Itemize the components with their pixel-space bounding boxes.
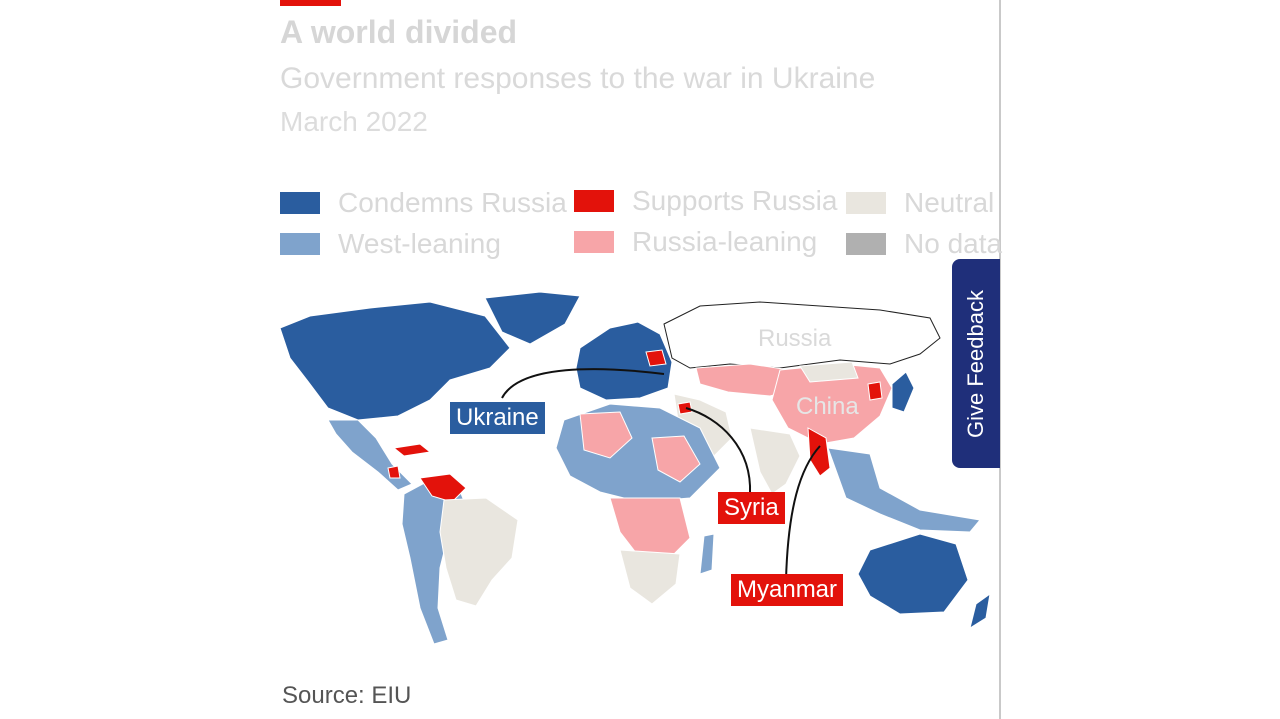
legend-swatch	[574, 190, 614, 212]
china-label: China	[796, 393, 859, 420]
legend-label: Neutral	[904, 187, 995, 218]
ukraine-leader-line	[501, 368, 665, 399]
legend-label: Condemns Russia	[338, 187, 567, 218]
region-southeast-asia	[827, 447, 981, 533]
legend-item-condemns: Condemns Russia	[280, 187, 567, 218]
panel-divider	[999, 0, 1001, 719]
region-mongolia	[799, 361, 859, 383]
chart-subtitle: Government responses to the war in Ukrai…	[280, 62, 876, 95]
legend-label: Russia-leaning	[632, 226, 818, 257]
region-north-korea	[867, 381, 883, 401]
region-russia	[663, 301, 941, 369]
legend-label: No data	[904, 228, 1003, 259]
brand-bar	[280, 0, 341, 6]
chart-date: March 2022	[280, 106, 428, 137]
region-myanmar	[807, 427, 831, 477]
chart-title: A world divided	[280, 14, 518, 50]
legend-label: West-leaning	[338, 228, 501, 259]
region-new-zealand	[969, 592, 991, 630]
syria-callout: Syria	[718, 492, 785, 524]
region-syria	[677, 401, 693, 415]
region-north-america	[280, 301, 511, 421]
myanmar-leader-line	[785, 445, 821, 581]
legend-swatch	[280, 192, 320, 214]
russia-label: Russia	[758, 325, 832, 352]
region-europe	[575, 321, 673, 401]
legend-swatch	[846, 192, 886, 214]
world-map: Russia China	[280, 291, 991, 645]
legend-item-russia-leaning: Russia-leaning	[574, 226, 818, 257]
give-feedback-button[interactable]: Give Feedback	[952, 259, 1000, 468]
source-note: Source: EIU	[282, 682, 412, 709]
legend-item-no-data: No data	[846, 228, 1003, 259]
region-venezuela	[419, 473, 467, 503]
region-belarus	[645, 349, 667, 367]
region-madagascar	[699, 533, 715, 575]
myanmar-callout: Myanmar	[731, 574, 844, 606]
legend-swatch	[846, 233, 886, 255]
legend-swatch	[574, 231, 614, 253]
legend-item-neutral: Neutral	[846, 187, 995, 218]
region-mexico	[327, 419, 413, 491]
legend-item-supports: Supports Russia	[574, 185, 838, 216]
region-nicaragua	[387, 465, 401, 479]
ukraine-callout: Ukraine	[450, 402, 545, 434]
legend-swatch	[280, 233, 320, 255]
region-greenland	[484, 291, 581, 345]
region-southern-africa	[619, 549, 681, 605]
region-cuba	[392, 443, 432, 457]
give-feedback-label: Give Feedback	[963, 289, 988, 438]
region-central-africa	[609, 497, 691, 559]
legend-label: Supports Russia	[632, 185, 838, 216]
region-brazil	[439, 497, 519, 607]
legend-item-west-leaning: West-leaning	[280, 228, 501, 259]
region-china	[771, 363, 893, 445]
region-india	[749, 427, 801, 495]
region-africa-pink	[579, 411, 633, 459]
region-japan	[891, 371, 915, 413]
region-australia	[857, 533, 969, 615]
region-africa-east	[651, 435, 701, 483]
syria-leader-line	[685, 407, 752, 495]
